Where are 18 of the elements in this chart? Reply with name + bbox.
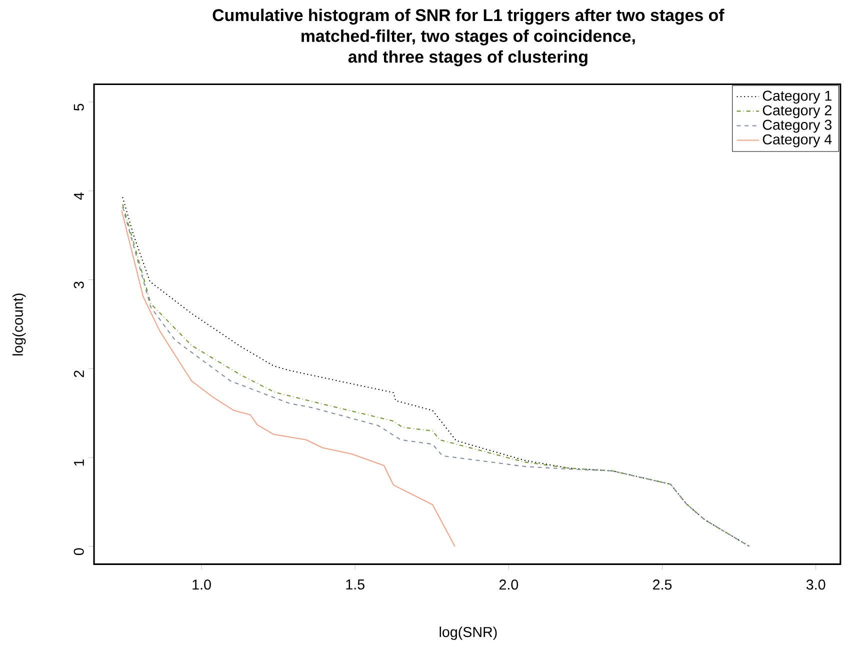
x-tick-label: 1.5	[346, 579, 364, 590]
y-axis-title: log(count)	[12, 293, 26, 356]
x-tick-label: 2.0	[499, 579, 518, 590]
y-tick-label: 5	[74, 104, 84, 110]
x-tick-label: 2.5	[653, 579, 672, 590]
x-tick-label: 3.0	[806, 579, 826, 590]
chart-title: Cumulative histogram of SNR for L1 triggers after two stages of matched-filter, two stages of coincidence, and three stages of clustering	[212, 8, 724, 66]
x-axis-title: log(SNR)	[440, 626, 497, 640]
legend-label: Category 2	[762, 105, 832, 118]
y-tick-label: 4	[74, 192, 84, 200]
x-tick-label: 1.0	[192, 579, 211, 590]
y-tick-label: 1	[74, 459, 84, 466]
y-tick-label: 3	[74, 281, 84, 288]
legend-label: Category 4	[762, 134, 832, 148]
legend-label: Category 1	[762, 90, 832, 104]
y-tick-label: 2	[74, 370, 84, 377]
legend-label: Category 3	[762, 120, 832, 133]
y-tick-label: 0	[74, 548, 84, 555]
